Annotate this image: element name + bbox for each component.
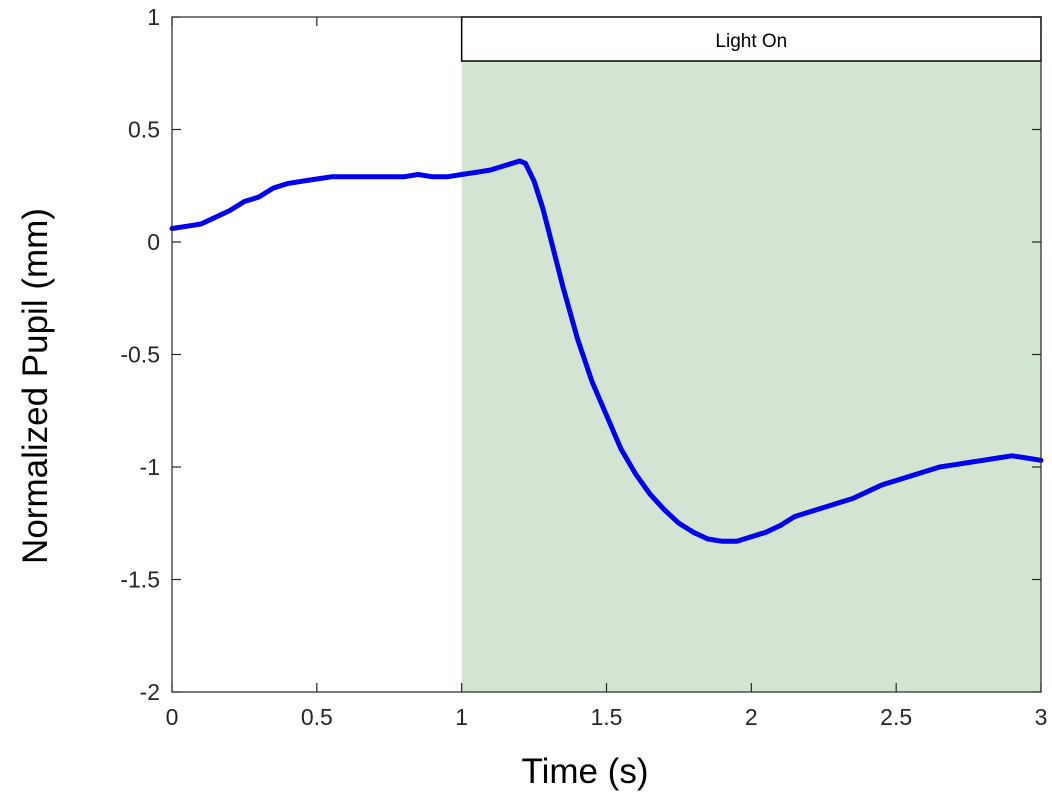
x-tick-label: 2 — [745, 704, 758, 730]
y-tick-label: -1.5 — [120, 567, 160, 593]
x-tick-label: 1.5 — [591, 704, 623, 730]
y-tick-label: 0 — [147, 229, 160, 255]
x-tick-label: 0 — [166, 704, 179, 730]
y-tick-label: -1 — [140, 454, 160, 480]
x-ticks: 0 0.5 1 1.5 2 2.5 3 — [166, 17, 1048, 730]
x-tick-label: 0.5 — [301, 704, 333, 730]
y-tick-label: -0.5 — [120, 342, 160, 368]
x-tick-label: 3 — [1035, 704, 1048, 730]
light-on-label: Light On — [715, 31, 787, 52]
x-axis-label: Time (s) — [521, 752, 648, 791]
y-axis-label: Normalized Pupil (mm) — [16, 208, 55, 564]
x-tick-label: 2.5 — [880, 704, 912, 730]
light-on-label-box — [460, 16, 1042, 62]
y-tick-label: -2 — [140, 679, 160, 705]
x-tick-label: 1 — [455, 704, 468, 730]
y-tick-label: 0.5 — [128, 117, 160, 143]
series-line — [169, 158, 1044, 544]
y-tick-label: 1 — [147, 4, 160, 30]
y-ticks: -2 -1.5 -1 -0.5 0 0.5 1 — [120, 4, 1041, 705]
plot-frame — [171, 16, 1042, 693]
light-on-shaded-region — [461, 17, 1042, 692]
